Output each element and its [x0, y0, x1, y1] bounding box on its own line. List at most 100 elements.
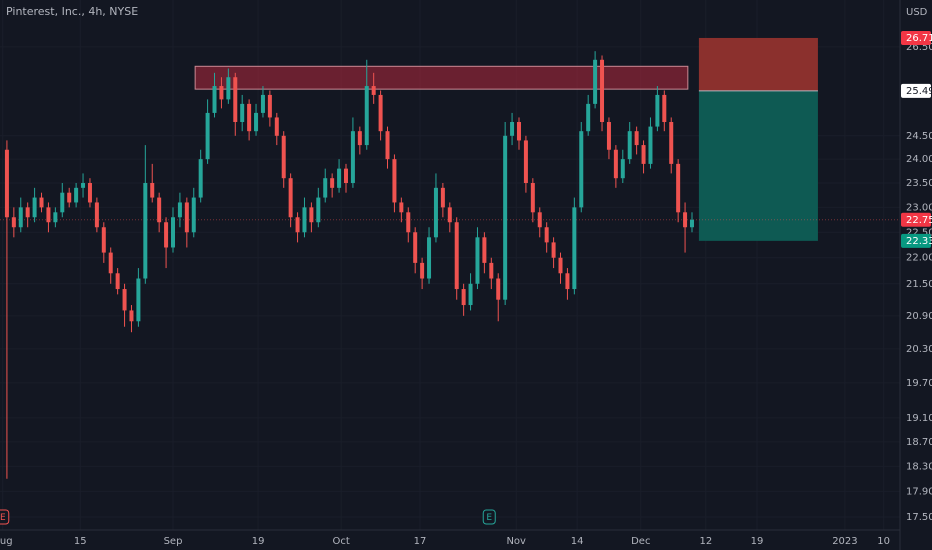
candle-body	[157, 197, 162, 223]
stop-zone	[698, 37, 818, 91]
candle-body	[392, 159, 397, 203]
candle-body	[364, 86, 369, 146]
candle-body	[170, 217, 175, 248]
candle-body	[39, 197, 44, 208]
y-tick-label: 23.00	[906, 202, 932, 213]
candle-body	[129, 310, 134, 322]
y-tick-label: 19.10	[906, 413, 932, 424]
candle-body	[81, 183, 86, 188]
candle-body	[281, 135, 286, 179]
candle-body	[184, 202, 189, 233]
price-tag-label: 22.33	[906, 236, 932, 247]
candle-body	[558, 257, 563, 274]
candle-body	[648, 126, 653, 164]
candle-body	[489, 262, 494, 279]
candle-body	[260, 94, 265, 113]
candle-body	[247, 103, 252, 132]
candle-body	[309, 207, 314, 223]
x-tick-label: 19	[252, 536, 265, 547]
candle-body	[226, 77, 231, 100]
candle-body	[323, 178, 328, 198]
x-tick-label: Aug	[0, 536, 13, 547]
candle-body	[219, 86, 224, 100]
candle-body	[67, 192, 72, 203]
candle-body	[461, 289, 466, 306]
price-tag	[901, 212, 931, 227]
candle-body	[586, 103, 591, 132]
y-tick-label: 22.00	[906, 253, 932, 264]
x-tick-label: 12	[699, 536, 712, 547]
candle-body	[440, 187, 445, 208]
y-tick-label: 23.50	[906, 178, 932, 189]
y-tick-label: 20.90	[906, 311, 932, 322]
x-tick-label: 15	[74, 536, 87, 547]
candle-body	[267, 94, 272, 118]
candle-body	[122, 289, 127, 311]
x-tick-label: 2023	[832, 536, 857, 547]
price-tag	[901, 83, 931, 98]
y-tick-label: 24.00	[906, 154, 932, 165]
y-tick-label: 18.70	[906, 437, 932, 448]
candle-body	[406, 212, 411, 233]
candle-body	[676, 163, 681, 213]
candle-body	[544, 227, 549, 243]
x-tick-label: Sep	[164, 536, 183, 547]
candle-body	[302, 207, 307, 233]
candle-body	[516, 122, 521, 141]
currency: USD	[906, 7, 928, 18]
candle-body	[689, 219, 694, 228]
candle-body	[385, 131, 390, 160]
candle-body	[18, 207, 23, 228]
earnings-label: E	[486, 513, 492, 523]
candle-body	[316, 197, 321, 223]
candle-body	[427, 237, 432, 279]
earnings-icon	[482, 509, 496, 525]
candle-body	[523, 140, 528, 184]
candle-body	[198, 159, 203, 198]
price-tag	[901, 30, 931, 45]
y-tick-label: 20.30	[906, 344, 932, 355]
price-tag	[901, 233, 931, 248]
x-tick-label: 14	[571, 536, 584, 547]
price-tag-label: 22.75	[906, 215, 932, 226]
candle-body	[433, 187, 438, 238]
candle-body	[350, 131, 355, 184]
candle-body	[191, 197, 196, 233]
candle-body	[641, 145, 646, 164]
y-tick-label: 26.50	[906, 42, 932, 53]
candle-body	[371, 86, 376, 95]
candle-body	[74, 187, 79, 203]
candle-body	[537, 212, 542, 228]
x-tick-label: 19	[751, 536, 764, 547]
candle-body	[288, 178, 293, 218]
candle-body	[482, 237, 487, 263]
x-tick-label: Nov	[506, 536, 526, 547]
candle-body	[60, 192, 65, 213]
candle-body	[399, 202, 404, 213]
price-tag-label: 26.71	[906, 33, 932, 44]
candle-body	[330, 178, 335, 188]
y-tick-label: 17.90	[906, 486, 932, 497]
y-tick-label: 19.70	[906, 378, 932, 389]
y-tick-label: 22.50	[906, 227, 932, 238]
x-tick-label: 10	[877, 536, 890, 547]
candle-body	[454, 222, 459, 290]
earnings-icon	[0, 509, 10, 525]
candle-body	[530, 183, 535, 213]
candle-body	[600, 59, 605, 123]
candle-body	[468, 283, 473, 306]
candle-body	[212, 86, 217, 113]
candle-body	[634, 131, 639, 146]
x-tick-label: Oct	[333, 536, 350, 547]
price-tag-label: 25.49	[906, 86, 932, 97]
candle-body	[606, 122, 611, 150]
candle-body	[143, 183, 148, 279]
candle-body	[627, 131, 632, 160]
earnings-label: E	[0, 513, 6, 523]
candle-body	[551, 242, 556, 258]
candle-body	[655, 94, 660, 127]
candle-body	[343, 168, 348, 184]
candle-body	[295, 217, 300, 233]
candle-body	[683, 212, 688, 228]
candle-body	[337, 168, 342, 188]
